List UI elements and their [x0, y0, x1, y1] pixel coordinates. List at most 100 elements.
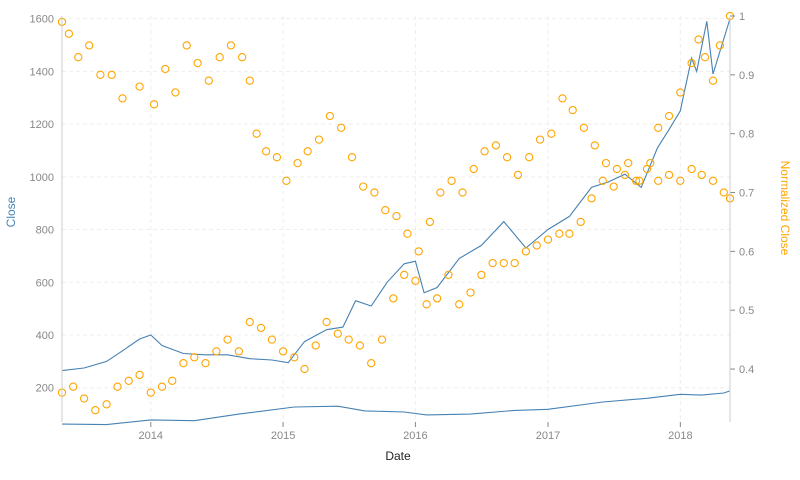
data-point — [624, 158, 633, 168]
data-point — [676, 176, 685, 185]
data-point — [347, 153, 357, 162]
data-point — [190, 353, 199, 362]
data-point — [708, 176, 718, 185]
data-point — [107, 70, 116, 79]
y-left-tick-label: 1600 — [30, 14, 54, 26]
y-axis-right-title: Normalized Close — [778, 161, 792, 256]
data-point — [502, 153, 512, 162]
data-point — [226, 41, 236, 50]
data-point — [697, 170, 706, 180]
y-right-tick-label: 1 — [739, 11, 745, 23]
data-point — [179, 359, 188, 368]
data-point — [491, 141, 501, 150]
data-point — [344, 335, 353, 344]
y-left-tick-label: 600 — [36, 277, 54, 289]
data-point — [182, 41, 191, 50]
y-left-tick-label: 400 — [36, 330, 54, 342]
x-tick-label: 2017 — [536, 430, 560, 442]
data-point — [469, 164, 478, 174]
y-left-tick-label: 1400 — [30, 66, 54, 78]
data-point — [455, 300, 464, 309]
data-point — [687, 58, 696, 68]
data-point — [252, 129, 261, 138]
data-point — [118, 94, 127, 103]
data-point — [201, 359, 210, 368]
data-point — [555, 229, 564, 238]
data-point — [204, 76, 213, 85]
data-point — [579, 123, 589, 132]
data-point — [425, 217, 435, 227]
data-point — [282, 176, 291, 185]
data-point — [513, 170, 523, 180]
data-point — [535, 135, 545, 144]
series-layer — [57, 11, 735, 426]
data-point — [223, 335, 232, 344]
data-point — [447, 176, 456, 185]
data-point — [212, 347, 221, 356]
data-point — [631, 176, 641, 185]
series-line-1 — [61, 390, 731, 426]
y-left-tick-label: 1000 — [30, 172, 54, 184]
data-point — [635, 176, 644, 185]
y-right-tick-label: 0.9 — [739, 70, 754, 82]
data-point — [532, 241, 541, 250]
data-point — [432, 294, 442, 303]
data-point — [124, 376, 133, 385]
data-point — [411, 276, 420, 285]
data-point — [708, 76, 718, 85]
series-line-0 — [61, 18, 731, 372]
data-point — [311, 341, 320, 350]
data-point — [336, 123, 346, 132]
data-point — [272, 153, 282, 162]
data-point — [654, 176, 663, 185]
data-point — [135, 82, 144, 91]
data-point — [74, 53, 83, 62]
y-left-tick-label: 800 — [36, 225, 54, 237]
data-point — [620, 170, 630, 180]
data-point — [400, 270, 409, 280]
data-point — [414, 247, 423, 256]
data-point — [609, 182, 618, 191]
data-point — [488, 258, 497, 268]
data-point — [389, 294, 398, 303]
x-tick-label: 2015 — [271, 430, 295, 442]
data-point — [300, 364, 309, 374]
data-point — [521, 247, 531, 256]
data-point — [444, 270, 453, 280]
data-point — [91, 406, 100, 415]
data-point — [237, 53, 247, 62]
data-point — [193, 58, 202, 68]
data-point — [64, 29, 74, 38]
data-point — [359, 182, 368, 191]
y-right-tick-label: 0.4 — [739, 364, 754, 376]
data-point — [79, 394, 89, 403]
data-point — [576, 217, 585, 227]
data-point — [558, 94, 567, 103]
data-point — [565, 229, 574, 238]
data-point — [325, 111, 335, 121]
data-point — [267, 335, 277, 344]
x-tick-label: 2016 — [403, 430, 427, 442]
data-point — [543, 235, 553, 244]
data-point — [314, 135, 324, 144]
data-point — [715, 41, 725, 50]
data-point — [403, 229, 412, 238]
y-right-tick-label: 0.5 — [739, 305, 754, 317]
data-point — [422, 300, 431, 309]
data-point — [278, 347, 288, 356]
y-left-tick-label: 1200 — [30, 119, 54, 131]
data-point — [215, 53, 224, 62]
y-right-tick-label: 0.6 — [739, 246, 754, 258]
data-point — [377, 335, 387, 344]
data-point — [480, 147, 489, 156]
data-point — [322, 317, 331, 327]
data-point — [687, 164, 696, 174]
data-point — [525, 153, 534, 162]
data-point — [370, 188, 379, 197]
data-point — [245, 317, 254, 327]
y-left-tick-label: 200 — [36, 383, 54, 395]
data-point — [234, 347, 244, 356]
data-point — [547, 129, 556, 138]
y-right-tick-label: 0.7 — [739, 188, 754, 200]
